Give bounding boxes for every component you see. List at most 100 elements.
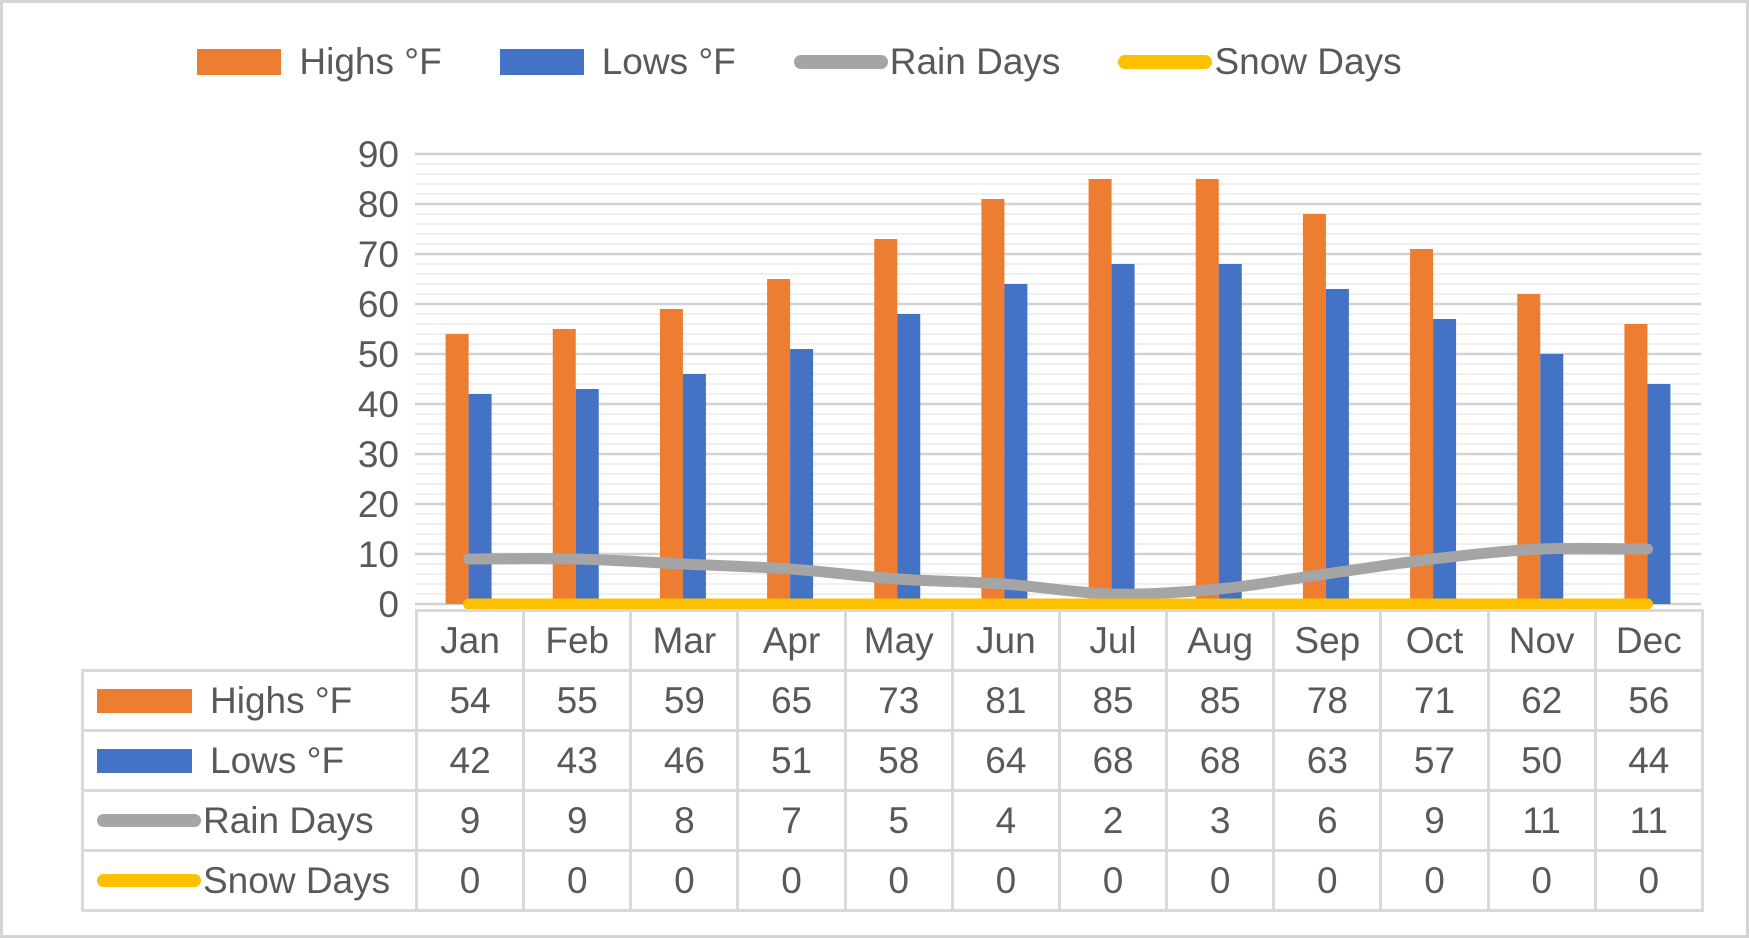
cell-lows-f-mar: 46: [629, 729, 740, 792]
month-header-oct: Oct: [1379, 609, 1490, 672]
bar-lows-f-oct: [1433, 319, 1457, 604]
table-row-lows-f: Lows °F 42 43 46 51 58 64 68 68 63 57 50 44: [81, 729, 1704, 792]
cell-rain-days-feb: 9: [522, 789, 633, 852]
bar-highs-f-mar: [659, 309, 683, 604]
cell-lows-f-may: 58: [843, 729, 954, 792]
y-axis-tick-label: 50: [358, 334, 399, 375]
cell-lows-f-sep: 63: [1272, 729, 1383, 792]
cell-lows-f-jan: 42: [414, 729, 526, 792]
legend-item-highs-f: Highs °F: [197, 41, 442, 82]
cell-highs-f-oct: 71: [1379, 669, 1490, 732]
cell-rain-days-sep: 6: [1272, 789, 1383, 852]
cell-snow-days-mar: 0: [629, 849, 740, 912]
bar-lows-f-apr: [790, 349, 814, 604]
cell-highs-f-may: 73: [843, 669, 954, 732]
y-axis-tick-label: 20: [358, 484, 399, 525]
cell-snow-days-dec: 0: [1593, 849, 1704, 912]
cell-lows-f-dec: 44: [1593, 729, 1704, 792]
cell-lows-f-aug: 68: [1165, 729, 1276, 792]
bar-highs-f-jan: [445, 334, 469, 604]
cell-snow-days-jan: 0: [414, 849, 526, 912]
legend-line-swatch-3: [1118, 54, 1213, 69]
legend-label: Rain Days: [889, 41, 1061, 82]
bar-highs-f-dec: [1624, 324, 1648, 604]
cell-highs-f-sep: 78: [1272, 669, 1383, 732]
cell-highs-f-apr: 65: [736, 669, 847, 732]
bar-highs-f-nov: [1517, 294, 1541, 604]
y-axis-tick-label: 40: [358, 384, 399, 425]
row-header-label: Highs °F: [210, 679, 353, 721]
legend-label: Lows °F: [601, 41, 736, 82]
bar-highs-f-jun: [981, 199, 1005, 604]
legend-label: Snow Days: [1214, 41, 1402, 82]
y-axis-tick-label: 10: [358, 534, 399, 575]
cell-rain-days-apr: 7: [736, 789, 847, 852]
row-header-lows-f: Lows °F: [81, 729, 418, 792]
cell-rain-days-mar: 8: [629, 789, 740, 852]
cell-highs-f-dec: 56: [1593, 669, 1704, 732]
month-header-feb: Feb: [522, 609, 633, 672]
bar-lows-f-jul: [1111, 264, 1135, 604]
table-line-swatch-2: [97, 814, 201, 827]
cell-snow-days-feb: 0: [522, 849, 633, 912]
bar-lows-f-may: [897, 314, 921, 604]
cell-lows-f-jun: 64: [950, 729, 1061, 792]
cell-snow-days-apr: 0: [736, 849, 847, 912]
month-header-aug: Aug: [1165, 609, 1276, 672]
cell-snow-days-nov: 0: [1486, 849, 1597, 912]
legend-item-lows-f: Lows °F: [499, 41, 736, 82]
y-axis-tick-label: 30: [358, 434, 399, 475]
cell-lows-f-jul: 68: [1057, 729, 1169, 792]
y-axis-tick-label: 60: [358, 284, 399, 325]
cell-snow-days-sep: 0: [1272, 849, 1383, 912]
cell-rain-days-may: 5: [843, 789, 954, 852]
legend-item-snow-days: Snow Days: [1118, 41, 1402, 82]
cell-snow-days-jun: 0: [950, 849, 1061, 912]
cell-snow-days-jul: 0: [1057, 849, 1169, 912]
cell-highs-f-jan: 54: [414, 669, 526, 732]
month-header-apr: Apr: [736, 609, 847, 672]
month-header-jan: Jan: [414, 609, 526, 672]
cell-lows-f-oct: 57: [1379, 729, 1490, 792]
cell-snow-days-aug: 0: [1165, 849, 1276, 912]
row-header-rain-days: Rain Days: [81, 789, 418, 852]
cell-rain-days-jan: 9: [414, 789, 526, 852]
month-header-dec: Dec: [1593, 609, 1704, 672]
bar-highs-f-may: [874, 239, 898, 604]
chart-legend: Highs °F Lows °F Rain Days Snow Days: [3, 43, 1596, 80]
row-header-highs-f: Highs °F: [81, 669, 418, 732]
month-header-jul: Jul: [1057, 609, 1169, 672]
legend-line-swatch-2: [793, 54, 888, 69]
legend-bar-swatch-1: [499, 48, 584, 75]
y-axis-tick-label: 70: [358, 234, 399, 275]
legend-label: Highs °F: [299, 41, 442, 82]
table-month-header-row: Jan Feb Mar Apr May Jun Jul Aug Sep Oct Nov Dec: [83, 609, 1704, 672]
table-row-snow-days: Snow Days 0 0 0 0 0 0 0 0 0 0 0 0: [81, 849, 1704, 912]
table-line-swatch-3: [97, 874, 201, 887]
bar-highs-f-jul: [1088, 179, 1112, 604]
bar-lows-f-dec: [1647, 384, 1671, 604]
bar-lows-f-mar: [682, 374, 706, 604]
legend-item-rain-days: Rain Days: [793, 41, 1061, 82]
bar-lows-f-feb: [575, 389, 599, 604]
bar-highs-f-aug: [1195, 179, 1219, 604]
bar-lows-f-aug: [1218, 264, 1242, 604]
cell-highs-f-aug: 85: [1165, 669, 1276, 732]
month-header-sep: Sep: [1272, 609, 1383, 672]
line-rain-days: [463, 542, 1653, 600]
cell-rain-days-oct: 9: [1379, 789, 1490, 852]
bar-highs-f-oct: [1410, 249, 1434, 604]
table-row-rain-days: Rain Days 9 9 8 7 5 4 2 3 6 9 11 11: [81, 789, 1704, 852]
y-axis-tick-label: 80: [358, 184, 399, 225]
y-axis-tick-label: 90: [358, 134, 399, 175]
row-header-snow-days: Snow Days: [81, 849, 418, 912]
legend-bar-swatch-0: [197, 48, 282, 75]
table-corner-blank: [83, 611, 417, 671]
bar-highs-f-sep: [1302, 214, 1326, 604]
cell-rain-days-jul: 2: [1057, 789, 1169, 852]
table-bar-swatch-1: [97, 748, 192, 773]
data-table: Jan Feb Mar Apr May Jun Jul Aug Sep Oct Nov Dec High…: [81, 609, 1704, 912]
bar-lows-f-sep: [1325, 289, 1349, 604]
row-header-label: Lows °F: [210, 739, 345, 781]
